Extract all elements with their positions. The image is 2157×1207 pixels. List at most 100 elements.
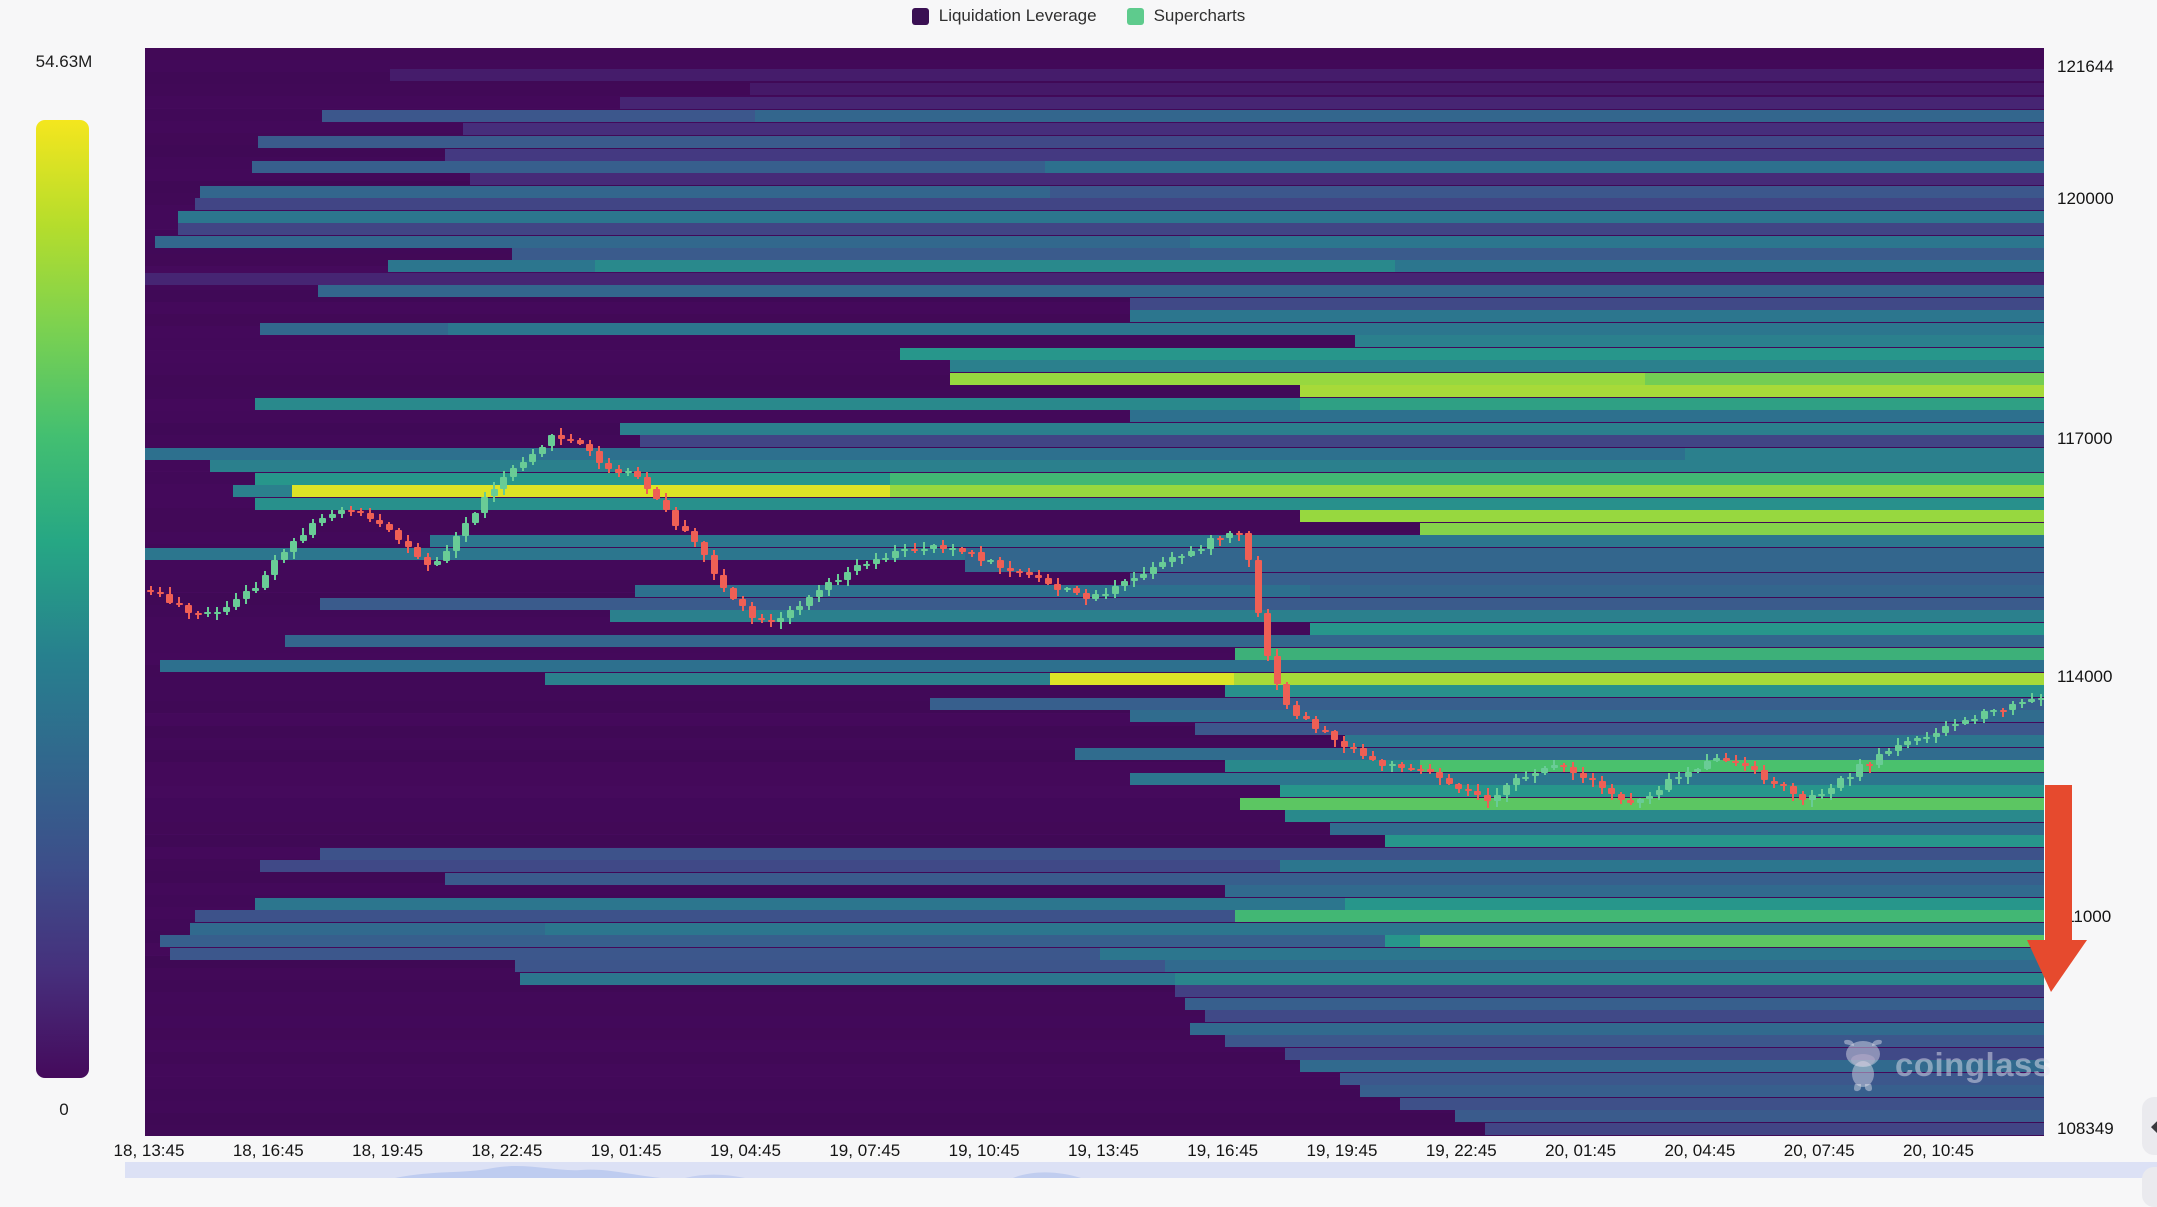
candle bbox=[557, 435, 565, 439]
candle bbox=[1923, 736, 1931, 739]
candle bbox=[576, 439, 584, 445]
liquidation-band bbox=[512, 248, 2044, 260]
legend-item-liquidation-leverage[interactable]: Liquidation Leverage bbox=[911, 6, 1097, 26]
candle bbox=[1388, 764, 1396, 767]
candle bbox=[853, 565, 861, 572]
candle bbox=[1808, 794, 1816, 801]
candle bbox=[252, 588, 259, 591]
liquidation-band bbox=[1400, 1098, 2044, 1110]
liquidation-band bbox=[145, 273, 2044, 285]
liquidation-band bbox=[292, 485, 890, 497]
candle bbox=[462, 523, 470, 536]
liquidation-band bbox=[1075, 748, 2044, 760]
liquidation-band bbox=[930, 698, 2044, 710]
candle bbox=[1359, 747, 1367, 756]
liquidation-band bbox=[1190, 873, 2044, 885]
liquidation-band bbox=[178, 223, 2044, 235]
candle bbox=[1082, 593, 1090, 600]
side-toolbar-button[interactable]: ◆ bbox=[2142, 1097, 2157, 1155]
candle bbox=[1025, 572, 1033, 575]
candle bbox=[643, 476, 651, 490]
candle bbox=[338, 510, 345, 514]
colorbar bbox=[36, 120, 89, 1078]
candle bbox=[1121, 580, 1129, 586]
liquidation-band bbox=[1175, 985, 2044, 997]
candle bbox=[1340, 740, 1348, 748]
candle bbox=[1703, 760, 1711, 770]
candle bbox=[1990, 710, 1998, 712]
liquidation-band bbox=[155, 236, 1190, 248]
legend-label: Supercharts bbox=[1153, 6, 1246, 25]
candle bbox=[385, 524, 393, 531]
candle bbox=[2009, 703, 2017, 711]
legend-item-supercharts[interactable]: Supercharts bbox=[1126, 6, 1246, 26]
candle bbox=[1904, 740, 1912, 745]
candle bbox=[1999, 710, 2007, 712]
candle bbox=[1608, 787, 1616, 795]
liquidation-band bbox=[463, 123, 2044, 135]
x-axis-label: 19, 10:45 bbox=[948, 1141, 1020, 1160]
candle bbox=[1655, 789, 1663, 796]
candle bbox=[825, 582, 832, 590]
candle bbox=[1827, 788, 1835, 794]
x-axis-label: 18, 19:45 bbox=[352, 1141, 424, 1160]
candle bbox=[1149, 566, 1157, 574]
liquidation-band bbox=[195, 910, 1235, 922]
candle bbox=[1264, 613, 1272, 657]
legend-label: Liquidation Leverage bbox=[938, 6, 1097, 25]
liquidation-band bbox=[1234, 673, 2044, 685]
candle bbox=[1569, 766, 1577, 773]
candle bbox=[1006, 567, 1014, 571]
liquidation-band bbox=[200, 186, 1050, 198]
candle bbox=[930, 545, 938, 549]
candle bbox=[662, 499, 670, 511]
candle bbox=[2028, 699, 2036, 702]
heatmap-plot-area[interactable] bbox=[145, 48, 2044, 1136]
candle bbox=[424, 556, 431, 565]
candle bbox=[1732, 760, 1740, 763]
liquidation-band bbox=[1195, 723, 2044, 735]
liquidation-band bbox=[1285, 1048, 2044, 1060]
liquidation-band bbox=[1185, 998, 2044, 1010]
candle bbox=[1675, 777, 1682, 780]
candle bbox=[481, 496, 489, 513]
candle bbox=[834, 579, 842, 583]
candle bbox=[1837, 777, 1845, 789]
candle bbox=[1770, 780, 1778, 784]
candle bbox=[901, 548, 909, 552]
candle bbox=[720, 574, 727, 588]
candle bbox=[1293, 705, 1300, 716]
candle bbox=[1799, 794, 1807, 801]
candle bbox=[519, 461, 527, 469]
side-toolbar-button-2[interactable] bbox=[2142, 1167, 2157, 1207]
candle bbox=[1636, 799, 1644, 803]
candle bbox=[299, 534, 307, 541]
timeline-navigator[interactable] bbox=[125, 1162, 2157, 1178]
liquidation-band bbox=[1455, 1110, 2044, 1122]
liquidation-band bbox=[320, 848, 2044, 860]
candle bbox=[376, 519, 384, 525]
candle bbox=[452, 535, 460, 551]
x-axis-label: 20, 10:45 bbox=[1903, 1141, 1974, 1160]
candle bbox=[318, 517, 326, 523]
candle bbox=[1971, 718, 1978, 721]
candle bbox=[1760, 769, 1768, 781]
liquidation-band bbox=[1130, 298, 2044, 310]
candle bbox=[1245, 533, 1253, 560]
candle bbox=[1684, 771, 1692, 778]
candle bbox=[1856, 764, 1864, 777]
liquidation-band bbox=[195, 198, 2044, 210]
candle bbox=[261, 575, 269, 589]
candle bbox=[500, 476, 508, 490]
candle bbox=[1273, 656, 1281, 685]
y-axis-label: 117000 bbox=[2057, 429, 2113, 448]
candle bbox=[872, 558, 880, 565]
candle bbox=[729, 588, 737, 599]
liquidation-band bbox=[750, 83, 2044, 95]
candle bbox=[1283, 684, 1291, 706]
legend-swatch-supercharts-icon bbox=[1126, 7, 1144, 25]
candle bbox=[1885, 751, 1893, 755]
liquidation-band bbox=[1225, 760, 1420, 772]
liquidation-band bbox=[1645, 373, 2044, 385]
candle bbox=[968, 552, 976, 554]
